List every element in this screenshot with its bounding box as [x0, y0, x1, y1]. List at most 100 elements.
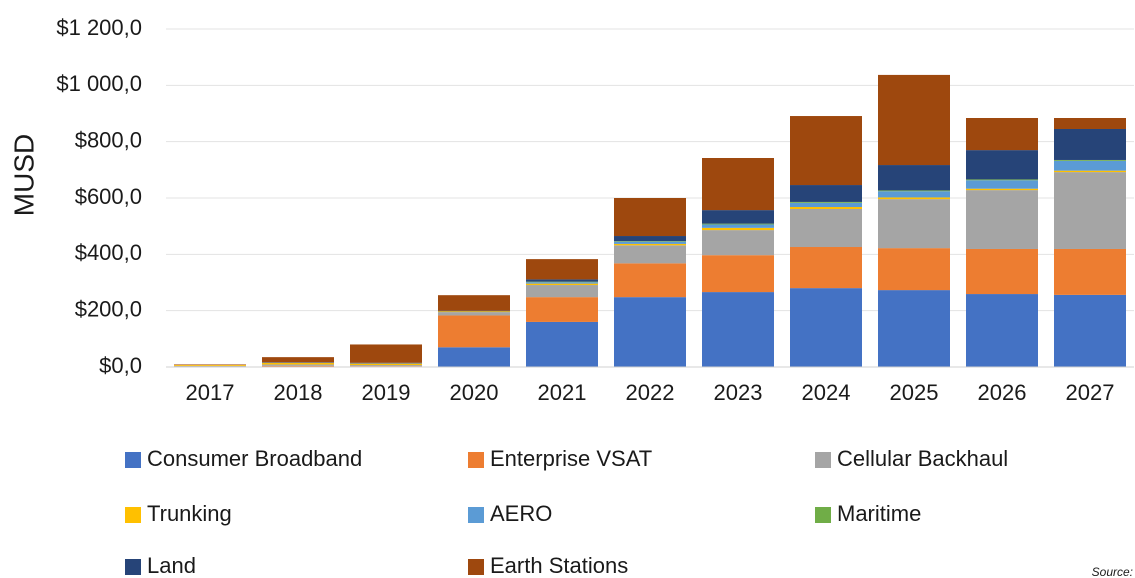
bar-segment	[350, 363, 422, 366]
bar-segment	[966, 118, 1038, 151]
bar-segment	[1054, 160, 1126, 171]
bar-segment	[878, 74, 950, 166]
bar-segment	[966, 179, 1038, 181]
y-tick-label: $1 200,0	[56, 15, 142, 40]
bar-segment	[438, 295, 510, 311]
bar-segment	[174, 364, 246, 366]
x-tick-label: 2019	[362, 380, 411, 405]
bar-segment	[262, 362, 334, 363]
x-tick-label: 2017	[186, 380, 235, 405]
legend-swatch	[125, 452, 141, 468]
legend-label: Trunking	[147, 501, 232, 526]
legend-swatch	[468, 559, 484, 575]
y-tick-label: $1 000,0	[56, 71, 142, 96]
bar-segment	[614, 263, 686, 298]
legend-swatch	[815, 452, 831, 468]
bar-segment	[438, 312, 510, 316]
x-tick-label: 2018	[274, 380, 323, 405]
bar-segment	[1054, 172, 1126, 249]
legend-label: Land	[147, 553, 196, 578]
y-axis-label: MUSD	[8, 134, 39, 216]
bar-segment	[438, 311, 510, 313]
bar-segment	[262, 365, 334, 367]
source-note: Source:	[1092, 565, 1133, 578]
bar-segment	[790, 288, 862, 367]
bar-segment	[614, 297, 686, 367]
x-tick-label: 2024	[802, 380, 851, 405]
bar-segment	[1054, 128, 1126, 160]
bar-segment	[966, 180, 1038, 189]
bar-segment	[614, 198, 686, 237]
bar-segment	[526, 297, 598, 322]
legend-label: Enterprise VSAT	[490, 446, 652, 471]
bar-segment	[526, 281, 598, 283]
bar-segment	[526, 282, 598, 284]
legend-label: AERO	[490, 501, 552, 526]
bar-segment	[790, 207, 862, 209]
bar-segment	[702, 223, 774, 225]
bar-segment	[878, 290, 950, 367]
x-tick-label: 2022	[626, 380, 675, 405]
x-tick-label: 2025	[890, 380, 939, 405]
x-tick-label: 2027	[1066, 380, 1115, 405]
bar-segment	[526, 283, 598, 286]
y-tick-label: $200,0	[75, 296, 142, 321]
legend-swatch	[815, 507, 831, 523]
bar-segment	[966, 248, 1038, 295]
bar-segment	[790, 116, 862, 186]
bar-segment	[438, 315, 510, 348]
bar-segment	[702, 224, 774, 228]
bar-segment	[1054, 248, 1126, 295]
y-tick-label: $0,0	[99, 353, 142, 378]
bar-segment	[350, 365, 422, 367]
bar-segment	[614, 245, 686, 264]
bar-segment	[526, 259, 598, 280]
y-tick-label: $800,0	[75, 127, 142, 152]
bar-segment	[878, 197, 950, 200]
bar-segment	[702, 230, 774, 256]
bar-segment	[350, 362, 422, 364]
bar-segment	[790, 202, 862, 208]
bar-segment	[966, 190, 1038, 249]
legend-swatch	[125, 559, 141, 575]
bar-segment	[878, 199, 950, 249]
bar-segment	[174, 365, 246, 366]
bar-segment	[174, 365, 246, 367]
bar-segment	[790, 185, 862, 202]
bar-segment	[702, 292, 774, 367]
bar-segment	[614, 241, 686, 244]
bar-segment	[702, 210, 774, 224]
bar-segment	[966, 188, 1038, 191]
bar-segment	[790, 247, 862, 289]
y-tick-label: $400,0	[75, 240, 142, 265]
bar-segment	[614, 236, 686, 242]
x-tick-label: 2026	[978, 380, 1027, 405]
bar-segment	[702, 158, 774, 211]
bar-segment	[702, 227, 774, 231]
bar-segment	[878, 248, 950, 291]
bar-segment	[1054, 118, 1126, 129]
x-tick-label: 2021	[538, 380, 587, 405]
bar-segment	[526, 321, 598, 367]
bar-segment	[878, 190, 950, 192]
bar-segment	[262, 357, 334, 363]
bar-segment	[350, 344, 422, 363]
y-tick-label: $600,0	[75, 184, 142, 209]
bar-segment	[614, 243, 686, 246]
legend-label: Cellular Backhaul	[837, 446, 1008, 471]
legend-label: Maritime	[837, 501, 921, 526]
bar-segment	[614, 241, 686, 242]
legend-swatch	[125, 507, 141, 523]
bar-segment	[438, 310, 510, 312]
bar-segment	[1054, 170, 1126, 173]
bar-segment	[438, 347, 510, 367]
x-tick-label: 2023	[714, 380, 763, 405]
bar-segment	[1054, 159, 1126, 161]
bar-segment	[966, 294, 1038, 367]
x-tick-label: 2020	[450, 380, 499, 405]
legend-swatch	[468, 507, 484, 523]
bar-segment	[526, 279, 598, 282]
legend-label: Earth Stations	[490, 553, 628, 578]
bar-segment	[790, 208, 862, 248]
